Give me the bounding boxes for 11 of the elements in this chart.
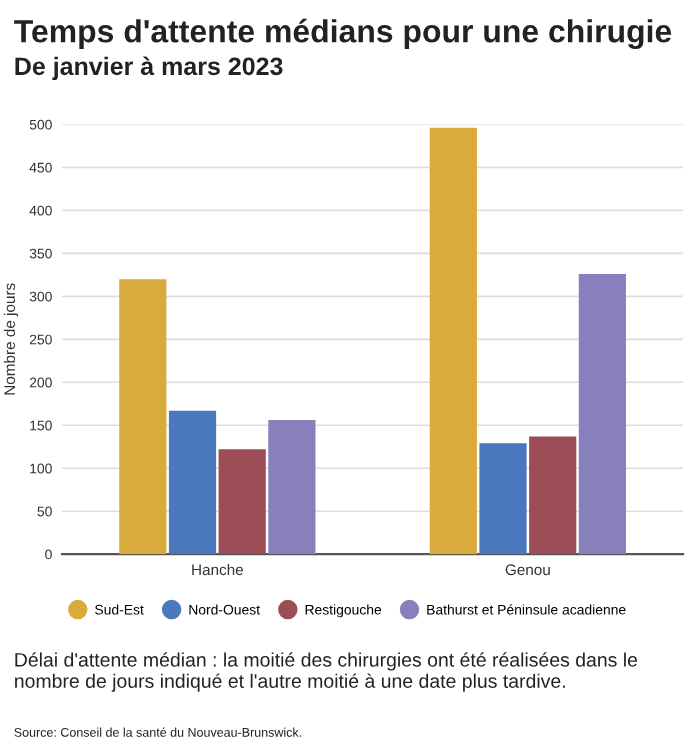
- text: Délai d'attente médian : la moitié des chirurgies ont été réalisées dans le nombre de jours indiqué et l'autre moitié à une date plus tardive.: [15, 652, 638, 692]
- bar: [479, 443, 527, 555]
- bar: [168, 410, 217, 555]
- bar: [268, 420, 316, 555]
- chart-subtitle: De janvier à mars 2023: [15, 56, 283, 81]
- bar: [218, 449, 266, 555]
- bar: [529, 436, 577, 555]
- chart-title: Temps d'attente médians pour une chirugie: [14, 18, 672, 50]
- bar: [429, 127, 477, 555]
- bar: [578, 273, 626, 555]
- bar: [119, 279, 167, 555]
